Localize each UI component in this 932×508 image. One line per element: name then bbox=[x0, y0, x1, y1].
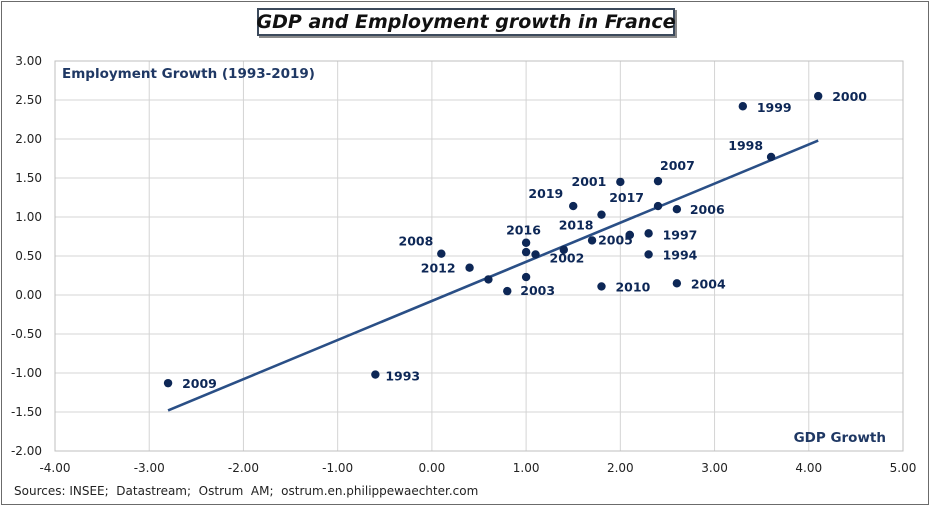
data-point bbox=[163, 378, 173, 388]
x-axis-label: GDP Growth bbox=[794, 430, 886, 446]
data-point bbox=[616, 177, 625, 187]
point-label: 1998 bbox=[728, 138, 763, 153]
point-label: 2017 bbox=[609, 190, 644, 205]
data-point bbox=[738, 102, 748, 111]
y-tick-label: 2.00 bbox=[15, 132, 42, 146]
point-label: 2004 bbox=[691, 276, 726, 291]
data-point bbox=[521, 247, 531, 257]
point-label: 1997 bbox=[663, 227, 698, 242]
y-axis-label: Employment Growth (1993-2019) bbox=[62, 66, 315, 82]
axis-ticks: -4.00 -3.00 -2.00 -1.00 0.00 1.00 2.00 3.00 4.00… bbox=[11, 54, 916, 475]
x-tick-label: 1.00 bbox=[513, 461, 540, 475]
source-note: Sources: INSEE; Datastream; Ostrum AM; o… bbox=[14, 484, 479, 498]
data-point bbox=[531, 250, 540, 259]
point-label: 2006 bbox=[690, 202, 725, 217]
point-label: 2009 bbox=[182, 376, 217, 391]
data-point bbox=[597, 282, 606, 291]
x-tick-label: 2.00 bbox=[607, 461, 634, 475]
data-point bbox=[653, 201, 663, 211]
y-tick-label: 1.00 bbox=[15, 210, 42, 224]
x-tick-label: 5.00 bbox=[890, 461, 917, 475]
data-point bbox=[437, 249, 446, 258]
data-point bbox=[644, 250, 653, 259]
point-label: 2012 bbox=[421, 261, 456, 276]
data-point bbox=[672, 205, 682, 214]
y-tick-label: 0.50 bbox=[15, 249, 42, 263]
y-tick-label: 2.50 bbox=[15, 93, 42, 107]
x-tick-label: 4.00 bbox=[795, 461, 822, 475]
data-point bbox=[521, 272, 531, 282]
point-label: 2016 bbox=[506, 223, 541, 238]
data-point bbox=[559, 245, 568, 254]
data-point bbox=[465, 263, 474, 272]
point-label: 1994 bbox=[663, 247, 698, 262]
x-tick-label: 0.00 bbox=[419, 461, 446, 475]
data-point bbox=[484, 275, 493, 284]
data-point bbox=[503, 286, 512, 296]
point-label: 2005 bbox=[598, 232, 633, 247]
y-tick-label: -2.00 bbox=[11, 444, 42, 458]
y-tick-label: 3.00 bbox=[15, 54, 42, 68]
data-point bbox=[597, 210, 606, 219]
data-point bbox=[569, 201, 578, 211]
data-point bbox=[521, 238, 531, 247]
point-label: 2003 bbox=[520, 283, 555, 298]
data-point bbox=[644, 229, 653, 238]
chart-title: GDP and Employment growth in France bbox=[256, 11, 676, 33]
x-tick-label: -4.00 bbox=[39, 461, 70, 475]
point-label: 2002 bbox=[550, 250, 585, 265]
data-point bbox=[814, 91, 823, 101]
y-tick-label: 1.50 bbox=[15, 171, 42, 185]
point-labels: 1993 1994 1997 1998 1999 2000 2001 2002 2003 2004… bbox=[182, 89, 867, 391]
trend-line bbox=[167, 139, 819, 412]
data-points bbox=[163, 91, 823, 388]
point-label: 1993 bbox=[385, 369, 420, 384]
point-label: 1999 bbox=[757, 100, 792, 115]
x-tick-label: 3.00 bbox=[701, 461, 728, 475]
point-label: 2019 bbox=[528, 186, 563, 201]
point-label: 2018 bbox=[559, 218, 594, 233]
data-point bbox=[672, 279, 682, 288]
point-label: 2007 bbox=[660, 158, 695, 173]
y-tick-label: -1.00 bbox=[11, 366, 42, 380]
data-point bbox=[653, 176, 663, 186]
point-label: 2008 bbox=[399, 234, 434, 249]
x-tick-label: -1.00 bbox=[322, 461, 353, 475]
point-label: 2010 bbox=[615, 279, 650, 294]
plot-area-border bbox=[54, 60, 904, 452]
y-tick-label: 0.00 bbox=[15, 288, 42, 302]
grid-lines bbox=[54, 60, 904, 452]
data-point bbox=[766, 152, 776, 162]
data-point bbox=[371, 370, 380, 379]
point-label: 2001 bbox=[572, 174, 607, 189]
data-point bbox=[625, 230, 634, 240]
data-point bbox=[587, 236, 597, 245]
x-tick-label: -2.00 bbox=[228, 461, 259, 475]
x-tick-label: -3.00 bbox=[134, 461, 165, 475]
y-tick-label: -1.50 bbox=[11, 405, 42, 419]
chart-title-box: GDP and Employment growth in France bbox=[257, 8, 675, 36]
point-label: 2000 bbox=[832, 89, 867, 104]
trend-line-group bbox=[167, 139, 819, 412]
y-tick-label: -0.50 bbox=[11, 327, 42, 341]
